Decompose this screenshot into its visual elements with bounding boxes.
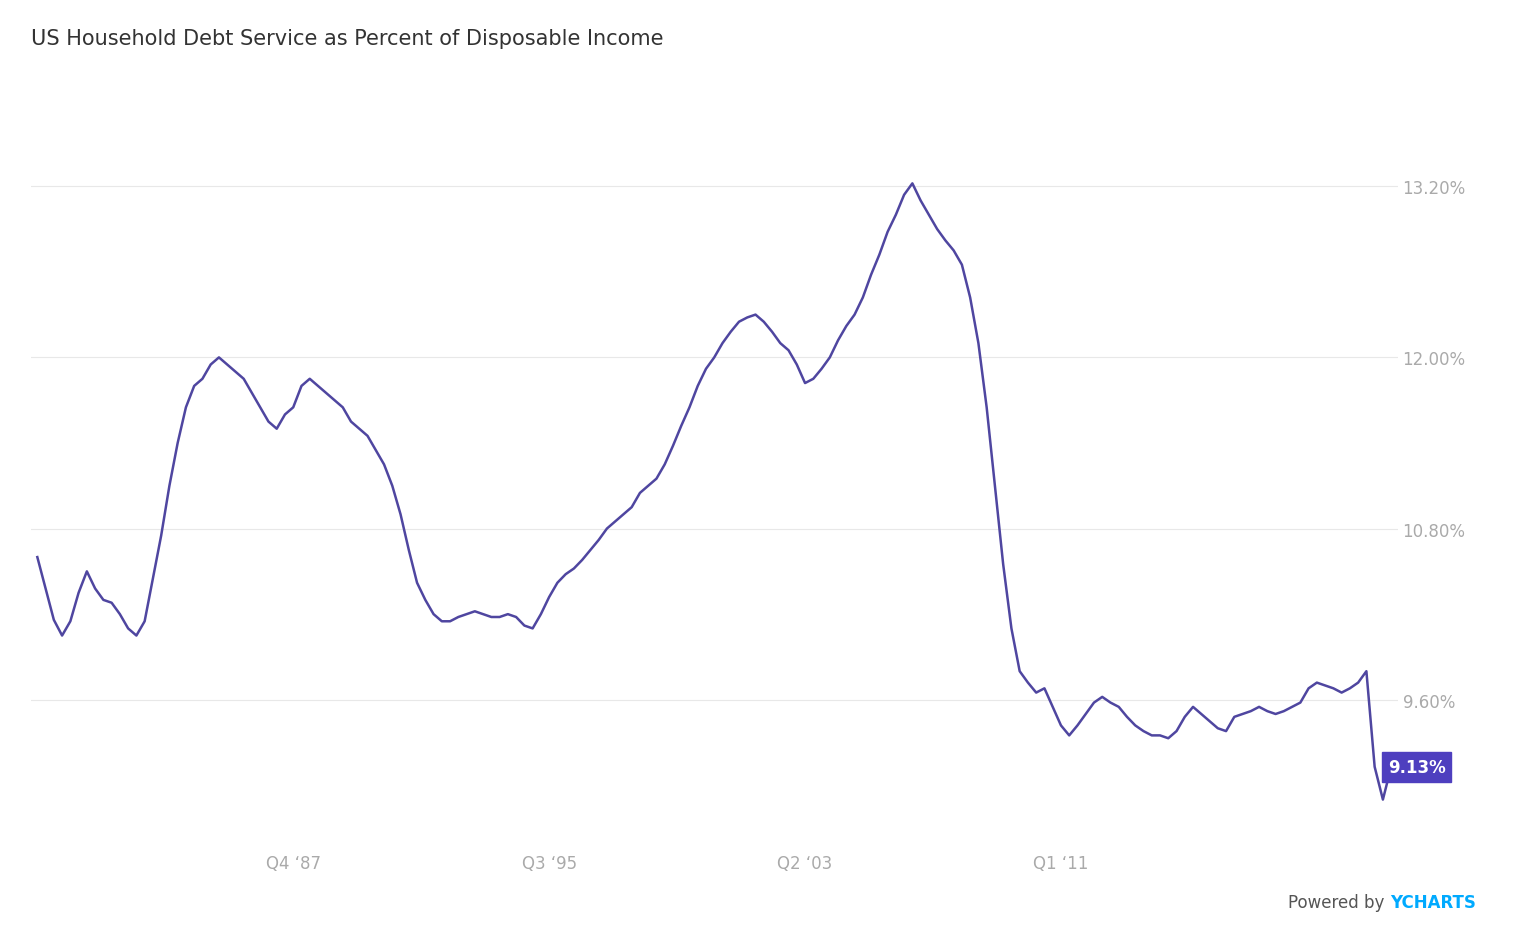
Text: Powered by: Powered by <box>1289 893 1390 911</box>
Text: 9.13%: 9.13% <box>1389 758 1445 776</box>
Text: YCHARTS: YCHARTS <box>1390 893 1476 911</box>
Text: US Household Debt Service as Percent of Disposable Income: US Household Debt Service as Percent of … <box>31 29 664 49</box>
